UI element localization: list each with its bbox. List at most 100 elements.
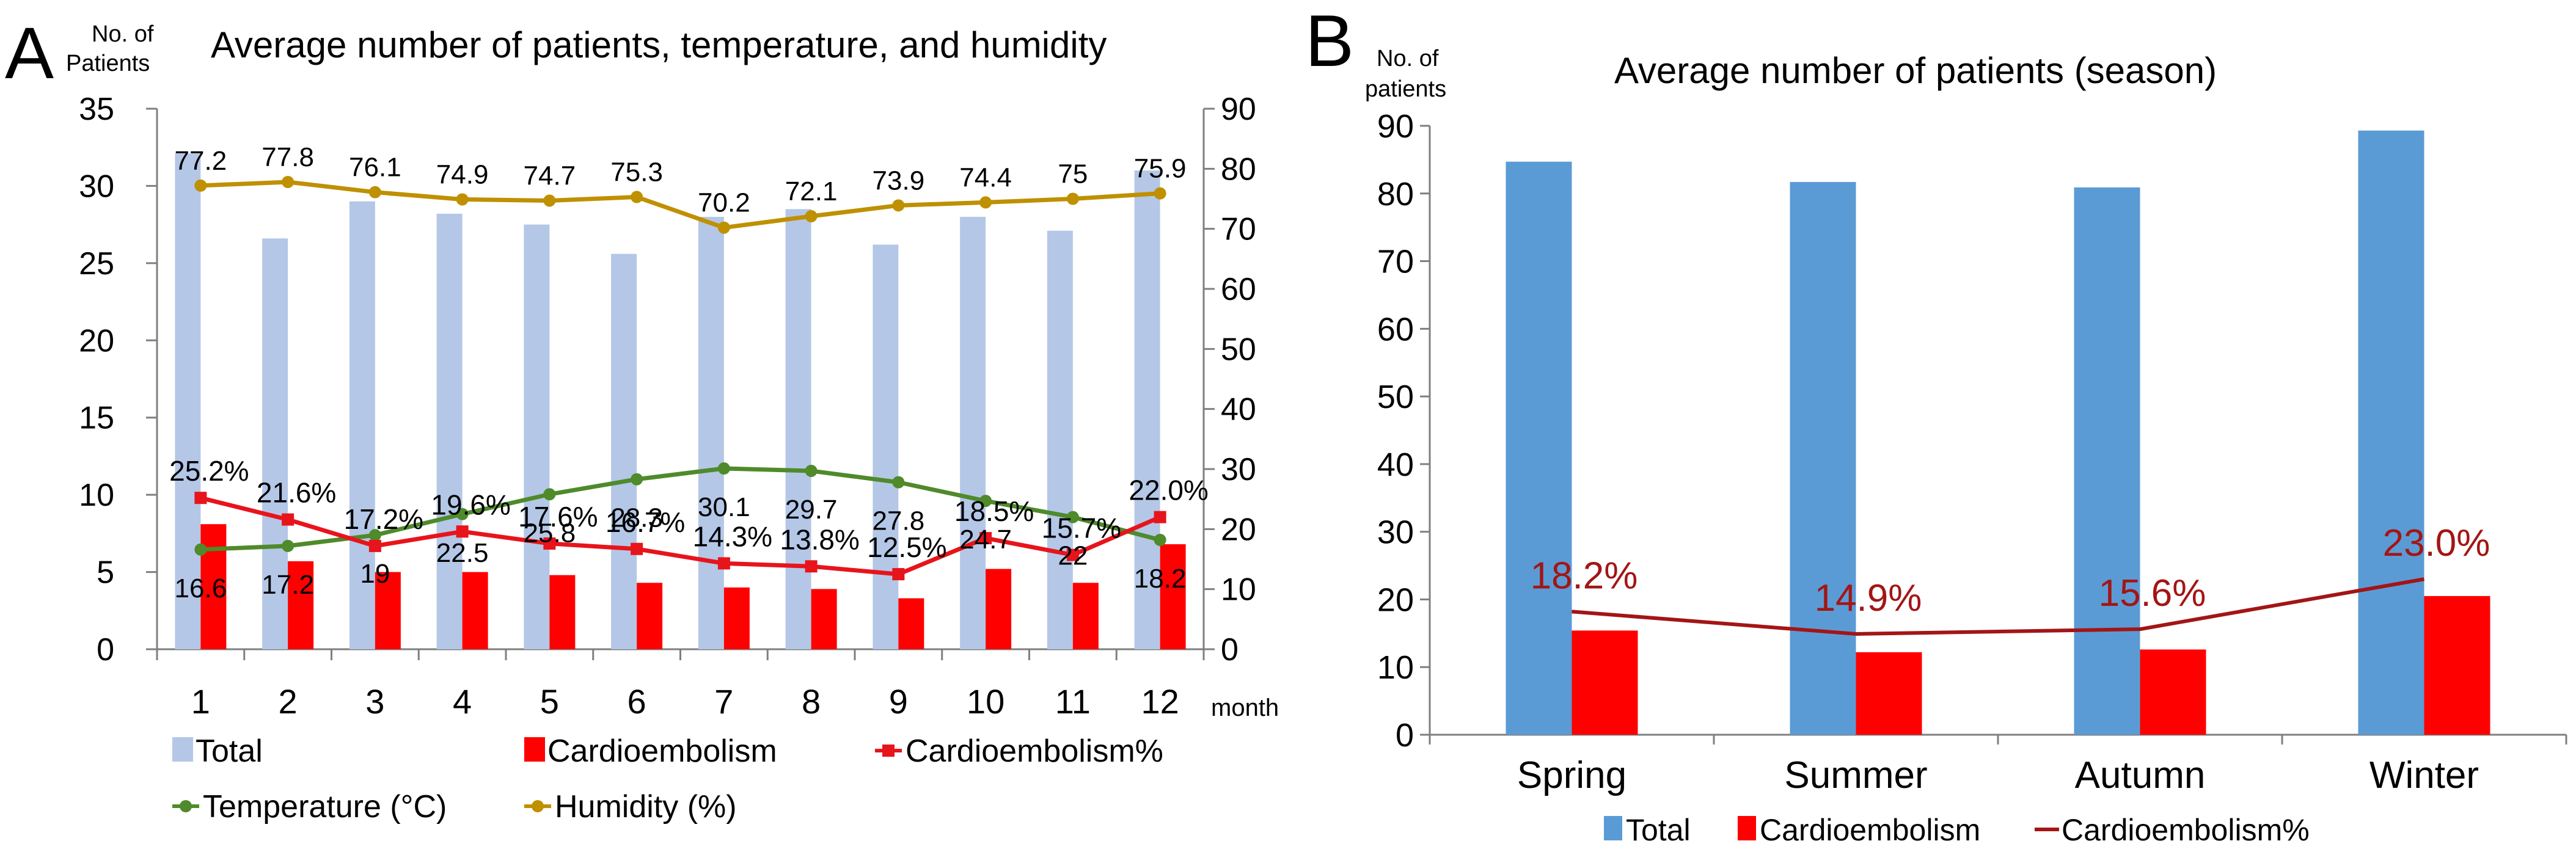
panel-a-humidity-marker [456, 193, 469, 206]
panel-a-bar-cardioembolism [898, 598, 924, 649]
panel-a-humidity-marker [368, 186, 381, 198]
panel-a-legend-marker [532, 800, 544, 812]
panel-b-bar-total [2358, 130, 2424, 735]
panel-a-humidity-label: 74.9 [436, 159, 489, 189]
panel-a-temperature-line [200, 466, 1161, 552]
panel-a-temperature-label: 29.7 [785, 495, 838, 525]
panel-a-temperature-label: 16.6 [175, 574, 227, 603]
panel-a-legend-label: Total [196, 734, 263, 769]
panel-a-x-tick-label: 1 [191, 682, 210, 721]
panel-a-temperature-label: 28.3 [610, 503, 663, 533]
panel-a-humidity-marker [979, 196, 992, 209]
panel-a-legend-label: Temperature (°C) [203, 789, 447, 825]
panel-b-cardioembolism-pct-line [1572, 577, 2425, 636]
panel-a-cardioembolism-pct-marker [282, 513, 295, 526]
panel-a-cardioembolism-pct-marker [717, 557, 730, 570]
panel-a-cardioembolism-pct-marker [892, 568, 905, 581]
panel-a-x-tick-label: 3 [365, 682, 384, 721]
panel-b-y-tick-label: 80 [1377, 176, 1414, 213]
panel-a-cardioembolism-pct-label: 17.2% [344, 503, 423, 535]
panel-a-legend-label: Cardioembolism% [906, 734, 1163, 769]
panel-a-humidity-marker [805, 210, 818, 223]
panel-a-ylabel: No. of Patients [66, 21, 160, 76]
panel-a-y-tick-label: 10 [79, 478, 114, 513]
panel-a-x-tick-label: 4 [453, 682, 472, 721]
panel-b-ylabel: No. of patients [1365, 46, 1446, 102]
panel-a-humidity-marker [892, 199, 905, 212]
panel-b-bar-cardioembolism [2424, 595, 2490, 735]
panel-a-temperature-label: 22 [1058, 541, 1088, 571]
panel-a-legend-label: Humidity (%) [555, 789, 737, 825]
panel-a-y2-tick-label: 50 [1221, 332, 1256, 367]
panel-a-y2-tick-label: 10 [1221, 572, 1256, 608]
panel-b-bar-cardioembolism [1572, 630, 1638, 735]
panel-a-temperature-marker [631, 473, 643, 486]
panel-b-legend-swatch [1604, 816, 1622, 840]
panel-a-x-tick-label: 2 [279, 682, 298, 721]
panel-a-temperature-label: 19 [360, 559, 390, 589]
panel-a-x-tick-label: 10 [967, 682, 1004, 721]
panel-a-x-tick-label: 6 [628, 682, 646, 721]
panel-a-humidity-label: 77.8 [262, 142, 314, 172]
panel-a-y2-tick-label: 60 [1221, 272, 1256, 307]
panel-b-legend-label: Cardioembolism% [2062, 813, 2310, 847]
panel-a-cardioembolism-pct-marker [456, 525, 469, 538]
panel-a-humidity-marker [1154, 187, 1166, 200]
panel-a-y2-tick-label: 0 [1221, 632, 1239, 668]
panel-a-y2-tick-label: 30 [1221, 452, 1256, 487]
panel-a-temperature-marker [543, 488, 556, 501]
panel-a-temperature-label: 27.8 [873, 506, 925, 536]
panel-a-temperature-marker [282, 539, 295, 552]
panel-a-cardioembolism-pct-label: 17.6% [518, 501, 598, 533]
panel-a-humidity-label: 74.7 [524, 161, 576, 191]
panel-a-bar-total [262, 238, 288, 649]
panel-b-legend-swatch [1738, 816, 1756, 840]
panel-a-humidity-marker [194, 179, 207, 192]
panel-a-cardioembolism-pct-marker [368, 539, 381, 552]
panel-a-x-tick-label: 8 [802, 682, 821, 721]
panel-a-y-tick-label: 20 [79, 323, 114, 359]
panel-a-cardioembolism-pct-label: 25.2% [169, 455, 249, 487]
panel-a-temperature-label: 25.8 [524, 518, 576, 548]
panel-a-bar-cardioembolism [462, 572, 488, 649]
panel-b-y-tick-label: 60 [1377, 311, 1414, 348]
panel-a-bar-cardioembolism [637, 583, 663, 649]
panel-b-y-tick-label: 20 [1377, 581, 1414, 618]
panel-a-cardioembolism-pct-marker [543, 537, 556, 550]
panel-a-y2-tick-label: 80 [1221, 151, 1256, 187]
panel-a-temperature-marker [194, 543, 207, 556]
panel-a-legend-marker [180, 800, 192, 812]
panel-a-cardioembolism-pct-marker [805, 560, 818, 573]
panel-a-cardioembolism-pct-label: 21.6% [257, 477, 336, 509]
panel-a-cardioembolism-pct-label: 18.5% [954, 495, 1034, 527]
panel-a-bar-total [1134, 170, 1160, 650]
panel-a-temperature-marker [717, 462, 730, 475]
panel-a-bar-total [611, 253, 637, 650]
panel-b-y-tick-label: 40 [1377, 446, 1414, 483]
panel-b-cardioembolism-pct-label: 23.0% [2383, 522, 2490, 564]
panel-a-temperature-marker [456, 508, 469, 520]
panel-b-cardioembolism-pct-label: 15.6% [2099, 572, 2206, 614]
panel-a-x-tick-label: 11 [1055, 682, 1091, 721]
panel-a-y-tick-label: 35 [79, 92, 114, 127]
panel-a-y-tick-label: 30 [79, 169, 114, 204]
panel-a-humidity-marker [282, 175, 295, 188]
panel-a-xlabel: month [1211, 694, 1279, 721]
panel-a-cardioembolism-pct-label: 14.3% [693, 520, 772, 552]
panel-b-x-tick-label: Spring [1517, 754, 1626, 796]
panel-a-bar-cardioembolism [375, 572, 401, 649]
panel-a-cardioembolism-pct-label: 15.7% [1042, 512, 1121, 544]
panel-a-legend-marker [882, 745, 895, 757]
panel-a-title: Average number of patients, temperature,… [211, 24, 1107, 65]
panel-a-bar-cardioembolism [1160, 544, 1186, 649]
panel-b-title: Average number of patients (season) [1614, 50, 2217, 91]
panel-a-y-tick-label: 5 [97, 555, 114, 591]
panel-a-x-tick-label: 9 [889, 682, 908, 721]
panel-b-bar-total [1506, 161, 1572, 735]
panel-a-humidity-label: 75.9 [1134, 154, 1187, 184]
panel-a-y2-tick-label: 40 [1221, 392, 1256, 428]
panel-a-temperature-marker [979, 495, 992, 508]
panel-a-legend-swatch [524, 737, 545, 762]
